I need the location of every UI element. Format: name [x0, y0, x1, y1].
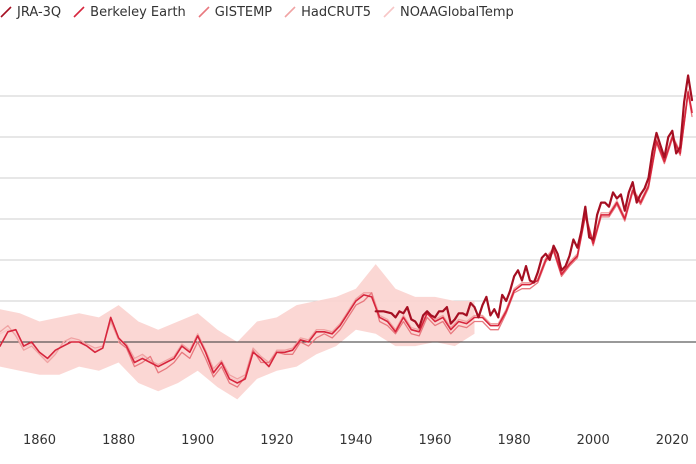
- x-tick-label: 1920: [260, 433, 293, 448]
- legend-item: HadCRUT5: [284, 5, 371, 20]
- x-tick-label: 2020: [656, 433, 689, 448]
- x-tick-label: 1940: [339, 433, 372, 448]
- legend-label: GISTEMP: [214, 4, 273, 20]
- legend-label: HadCRUT5: [301, 4, 371, 20]
- legend-item: NOAAGlobalTemp: [383, 5, 514, 20]
- legend-swatch: [0, 6, 12, 18]
- x-tick-label: 2000: [577, 433, 610, 448]
- x-tick-label: 1960: [418, 433, 451, 448]
- legend: JRA-3Q Berkeley Earth GISTEMP HadCRUT5 NOAAG…: [0, 0, 526, 24]
- series-line-jra-3q: [374, 74, 694, 329]
- legend-swatch: [284, 6, 296, 18]
- legend-item: GISTEMP: [198, 5, 272, 20]
- legend-swatch: [383, 6, 395, 18]
- legend-swatch: [73, 6, 85, 18]
- x-tick-label: 1900: [181, 433, 214, 448]
- series-line-berkeley-earth: [0, 91, 693, 384]
- legend-label: NOAAGlobalTemp: [400, 4, 514, 20]
- x-tick-label: 1880: [102, 433, 135, 448]
- legend-swatch: [198, 6, 210, 18]
- uncertainty-band: [0, 264, 475, 400]
- x-tick-label: 1860: [23, 433, 56, 448]
- x-tick-label: 1980: [498, 433, 531, 448]
- legend-label: JRA-3Q: [17, 4, 62, 20]
- legend-item: Berkeley Earth: [73, 5, 186, 20]
- legend-label: Berkeley Earth: [90, 4, 186, 20]
- legend-item: JRA-3Q: [0, 5, 61, 20]
